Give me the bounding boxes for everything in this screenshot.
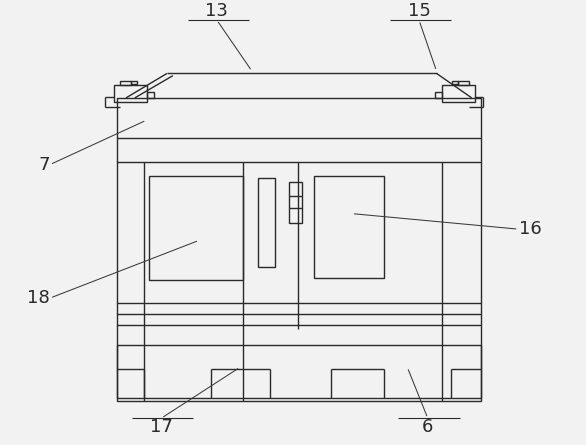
Text: 18: 18 xyxy=(27,289,50,307)
Bar xyxy=(114,85,146,102)
Bar xyxy=(149,176,243,280)
Bar xyxy=(131,81,137,84)
Bar xyxy=(442,85,475,102)
Text: 6: 6 xyxy=(422,418,434,436)
Bar xyxy=(289,182,302,222)
Bar xyxy=(452,81,458,84)
Bar xyxy=(458,81,469,85)
Bar xyxy=(435,92,442,98)
Text: 13: 13 xyxy=(205,2,229,20)
Bar xyxy=(314,176,384,278)
Bar xyxy=(258,178,275,267)
Text: 17: 17 xyxy=(149,418,173,436)
Text: 16: 16 xyxy=(519,220,541,238)
Bar xyxy=(146,92,154,98)
Text: 7: 7 xyxy=(38,156,50,174)
Bar xyxy=(117,98,481,400)
Bar xyxy=(120,81,131,85)
Text: 15: 15 xyxy=(407,2,431,20)
